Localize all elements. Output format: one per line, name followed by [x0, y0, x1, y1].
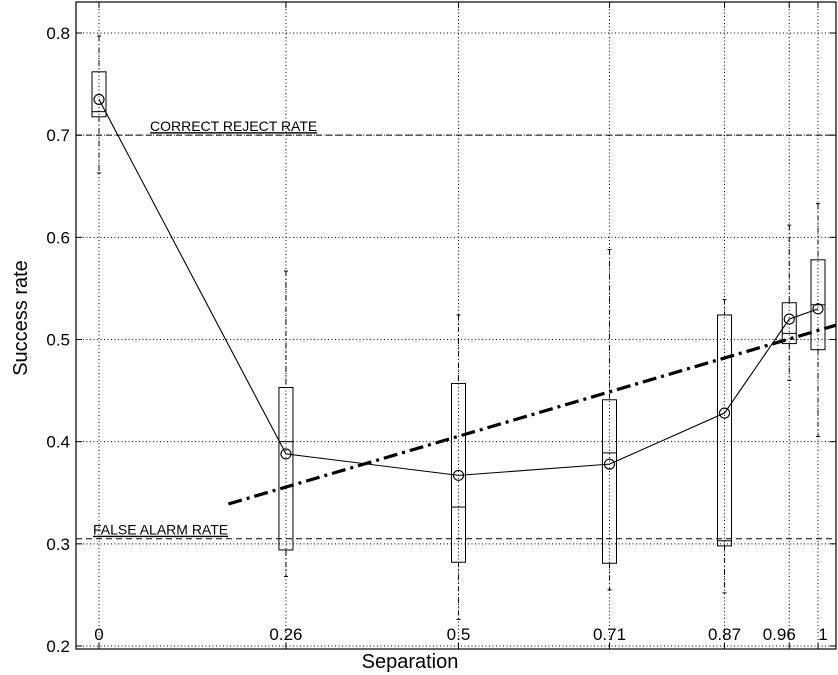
- series-line: [98, 99, 819, 476]
- series-point: [280, 448, 292, 460]
- plot-frame: [75, 1, 837, 650]
- reference-line-label: FALSE ALARM RATE: [93, 522, 228, 538]
- series-point: [603, 458, 616, 470]
- reference-lines: CORRECT REJECT RATE FALSE ALARM RATE: [76, 118, 836, 540]
- box-rect: [91, 71, 107, 118]
- series-point: [812, 303, 824, 315]
- y-tick-label: 0.7: [46, 126, 70, 145]
- box-plots: [91, 35, 826, 620]
- x-tick-label: 0: [94, 625, 103, 644]
- y-tick-label: 0.8: [46, 24, 70, 43]
- series-point: [93, 93, 105, 105]
- x-axis-ticks: 0 0.26 0.5 0.71 0.87 0.96 1: [94, 2, 828, 649]
- y-axis-ticks: 0.2 0.3 0.4 0.5 0.6 0.7 0.8: [46, 24, 836, 656]
- y-tick-label: 0.3: [46, 535, 70, 554]
- box-rect: [781, 302, 797, 345]
- x-axis-label: Separation: [362, 651, 459, 673]
- series-point: [718, 407, 731, 419]
- x-tick-label: 0.71: [593, 625, 626, 644]
- trend-line: [227, 323, 837, 506]
- y-tick-label: 0.6: [46, 228, 70, 247]
- box-rect: [717, 314, 733, 547]
- y-tick-label: 0.4: [46, 433, 70, 452]
- series-point: [783, 313, 795, 325]
- box-rect: [601, 399, 617, 564]
- series-group: [93, 93, 824, 481]
- x-tick-label: 0.87: [708, 625, 741, 644]
- y-axis-label: Success rate: [10, 260, 32, 376]
- box-rect: [278, 387, 294, 551]
- y-tick-label: 0.5: [46, 331, 70, 350]
- series-point: [452, 469, 465, 481]
- y-tick-label: 0.2: [46, 637, 70, 656]
- x-tick-label: 0.26: [269, 625, 302, 644]
- reference-line-label: CORRECT REJECT RATE: [150, 118, 317, 134]
- box-rect: [451, 382, 466, 563]
- trend-line-group: [227, 323, 837, 506]
- grid: [76, 2, 836, 649]
- x-tick-label: 1: [818, 625, 827, 644]
- x-tick-label: 0.96: [763, 625, 796, 644]
- x-tick-label: 0.5: [447, 625, 471, 644]
